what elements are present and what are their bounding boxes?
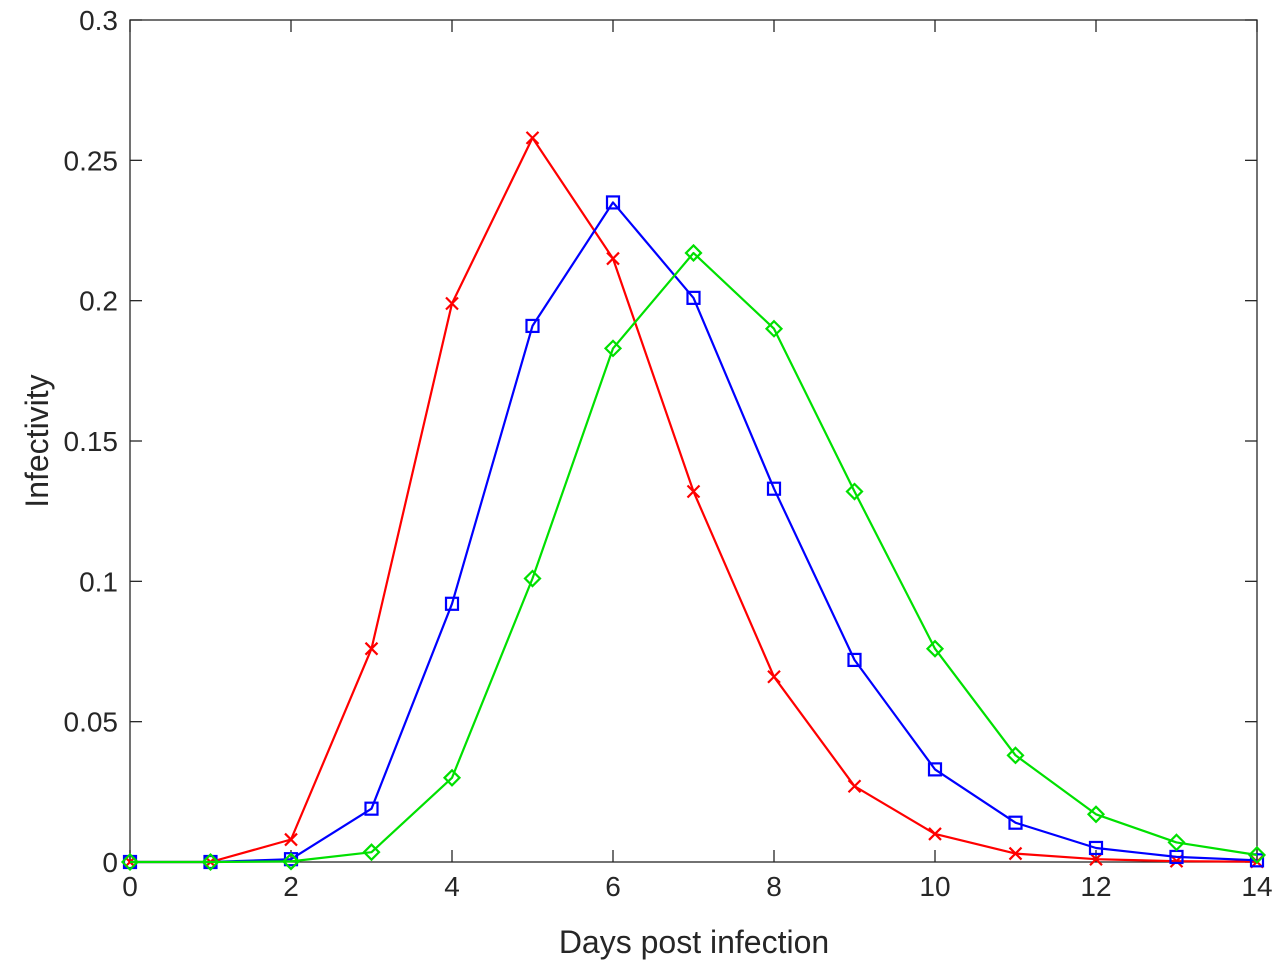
point-marker: [1088, 840, 1104, 856]
point-marker: [925, 639, 945, 658]
x-tick-label: 12: [1080, 871, 1111, 902]
x-tick-label: 14: [1241, 871, 1272, 902]
point-marker: [1008, 815, 1023, 830]
x-tick-label: 6: [605, 871, 621, 902]
point-marker: [364, 801, 379, 816]
point-marker: [605, 195, 621, 210]
point-marker: [686, 484, 701, 499]
point-marker: [1006, 746, 1025, 765]
x-tick-label: 4: [444, 871, 460, 902]
point-marker: [1086, 805, 1106, 824]
point-marker: [847, 779, 862, 793]
point-marker: [686, 290, 701, 305]
point-marker: [766, 481, 782, 496]
series-2: [122, 195, 1265, 870]
y-tick-label: 0.1: [79, 566, 118, 597]
point-marker: [442, 768, 462, 787]
point-marker: [847, 652, 862, 668]
point-marker: [523, 569, 542, 588]
point-marker: [927, 762, 943, 777]
point-marker: [1008, 846, 1023, 861]
point-marker: [444, 596, 460, 611]
point-marker: [767, 669, 781, 684]
point-marker: [684, 243, 703, 263]
x-tick-label: 0: [122, 871, 138, 902]
y-tick-label: 0.3: [79, 5, 118, 36]
point-marker: [764, 319, 784, 338]
point-marker: [928, 827, 942, 841]
point-marker: [606, 251, 620, 266]
y-tick-label: 0.15: [64, 426, 119, 457]
y-tick-label: 0.2: [79, 286, 118, 317]
point-marker: [284, 832, 298, 847]
point-marker: [1167, 833, 1186, 852]
point-marker: [201, 852, 220, 872]
point-marker: [445, 296, 459, 311]
point-marker: [364, 641, 379, 656]
point-marker: [845, 482, 864, 501]
point-marker: [281, 852, 301, 871]
y-tick-label: 0.25: [64, 145, 119, 176]
x-axis-title: Days post infection: [559, 924, 829, 960]
series-3: [120, 243, 1267, 872]
point-marker: [1247, 845, 1267, 865]
point-marker: [525, 318, 540, 334]
x-tick-label: 2: [283, 871, 299, 902]
y-axis-title: Infectivity: [19, 374, 55, 507]
series-line: [130, 251, 1258, 864]
x-tick-label: 10: [919, 871, 950, 902]
point-marker: [120, 852, 140, 872]
point-marker: [603, 339, 623, 358]
series-line: [130, 201, 1258, 864]
point-marker: [362, 843, 381, 862]
point-marker: [1089, 852, 1103, 866]
plot-frame: [129, 19, 1258, 863]
series-1: [123, 131, 1264, 869]
x-tick-label: 8: [766, 871, 782, 902]
point-marker: [525, 131, 540, 145]
y-tick-label: 0.05: [64, 707, 119, 738]
y-tick-label: 0: [102, 847, 118, 878]
